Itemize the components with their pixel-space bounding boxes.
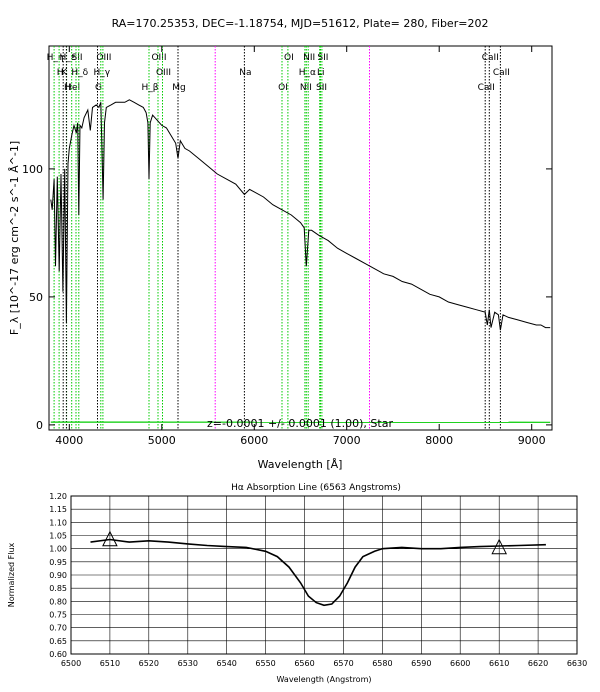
line-marker-label: H_γ: [94, 68, 111, 78]
y-tick-label: 0.85: [49, 584, 67, 593]
line-marker-label: H: [64, 83, 71, 93]
y-tick-label: 1.15: [49, 505, 67, 514]
line-marker-label: H_η: [47, 53, 64, 63]
spectrum-plot-frame: [48, 45, 553, 431]
y-tick-label: 1.00: [49, 545, 67, 554]
line-marker-label: CaII: [478, 83, 495, 93]
x-tick-label: 6610: [489, 659, 509, 668]
halpha-plot-frame: [70, 495, 578, 655]
x-tick-label: 4000: [55, 434, 83, 447]
line-marker-label: OI: [278, 83, 288, 93]
x-tick-label: 5000: [148, 434, 176, 447]
x-tick-label: 6540: [217, 659, 237, 668]
y-tick-label: 0.95: [49, 558, 67, 567]
halpha-panel: Hα Absorption Line (6563 Angstroms) 6500…: [7, 483, 587, 684]
y-tick-label: 1.20: [49, 492, 67, 501]
line-marker-label: Na: [239, 68, 251, 78]
line-marker-label: G: [95, 83, 102, 93]
line-marker-label: H_ε: [60, 53, 76, 63]
x-tick-label: 6000: [240, 434, 268, 447]
halpha-y-axis-label: Normalized Flux: [7, 542, 16, 607]
line-marker-label: K: [61, 68, 68, 78]
y-tick-label: 0.90: [49, 571, 67, 580]
y-tick-label: 1.05: [49, 532, 67, 541]
x-tick-label: 6510: [100, 659, 120, 668]
line-marker-label: HeI: [65, 83, 80, 93]
line-marker-label: CaII: [482, 53, 499, 63]
halpha-series: [90, 538, 546, 607]
spectrum-axis-ticks: 4000 5000 6000 7000 8000 9000 0 50 100: [22, 46, 552, 447]
x-tick-label: 8000: [425, 434, 453, 447]
halpha-title: Hα Absorption Line (6563 Angstroms): [231, 483, 401, 493]
continuum-triangle-marker: [102, 530, 118, 547]
line-marker-label: OIII: [151, 53, 166, 63]
line-marker-label: CaII: [493, 68, 510, 78]
spectrum-x-axis-label: Wavelength [Å]: [258, 458, 343, 471]
continuum-triangle-marker: [491, 538, 508, 555]
line-marker-label: SII: [317, 53, 328, 63]
x-tick-label: 6530: [178, 659, 198, 668]
halpha-continuum-markers: [102, 530, 508, 555]
line-marker-label: OIII: [96, 53, 111, 63]
y-tick-label: 100: [22, 163, 43, 176]
line-marker-label: H_β: [141, 83, 158, 93]
halpha-x-axis-label: Wavelength (Angstrom): [277, 675, 372, 684]
y-tick-label: 0.80: [49, 597, 67, 606]
y-tick-label: 1.10: [49, 518, 67, 527]
line-marker-label: H_α: [299, 68, 316, 78]
line-marker-label: OI: [284, 53, 294, 63]
line-marker-label: NII: [303, 53, 315, 63]
y-tick-label: 0.60: [49, 650, 67, 659]
x-tick-label: 6550: [255, 659, 275, 668]
line-marker-label: H_δ: [71, 68, 88, 78]
x-tick-label: 6580: [372, 659, 392, 668]
x-tick-label: 6630: [567, 659, 587, 668]
line-marker-label: OIII: [156, 68, 171, 78]
x-tick-label: 6560: [294, 659, 314, 668]
spectrum-y-axis-label: F_λ [10^-17 erg cm^-2 s^-1 Å^-1]: [8, 141, 21, 335]
y-tick-label: 0.65: [49, 637, 67, 646]
line-marker-label: NII: [300, 83, 312, 93]
spectrum-series: [50, 99, 551, 423]
x-tick-label: 6570: [333, 659, 353, 668]
x-tick-label: 6590: [411, 659, 431, 668]
x-tick-label: 6600: [450, 659, 470, 668]
y-tick-label: 0.70: [49, 624, 67, 633]
x-tick-label: 6520: [139, 659, 159, 668]
x-tick-label: 7000: [333, 434, 361, 447]
line-marker-label: SII: [71, 53, 82, 63]
y-tick-label: 50: [29, 291, 43, 304]
x-tick-label: 6500: [61, 659, 81, 668]
spectrum-panel: RA=170.25353, DEC=-1.18754, MJD=51612, P…: [8, 17, 553, 471]
line-marker-label: Mg: [172, 83, 185, 93]
y-tick-label: 0: [36, 419, 43, 432]
y-tick-label: 0.75: [49, 611, 67, 620]
x-tick-label: 6620: [528, 659, 548, 668]
halpha-grid: [70, 495, 578, 655]
redshift-annotation: z=-0.0001 +/- 0.0001 (1.00), Star: [207, 417, 393, 430]
line-marker-label: H: [57, 68, 64, 78]
flux-series-line: [50, 99, 551, 331]
halpha-axis-ticks: 6500 6510 6520 6530 6540 6550 6560 6570 6580 6590…: [49, 492, 587, 668]
spectrum-title: RA=170.25353, DEC=-1.18754, MJD=51612, P…: [112, 17, 489, 30]
x-tick-label: 9000: [518, 434, 546, 447]
line-markers: H_εKHH_ηHHeISIIH_δGOIIIH_γH_βOIIIOIIIMgN…: [47, 46, 510, 430]
halpha-profile-line: [90, 538, 546, 607]
